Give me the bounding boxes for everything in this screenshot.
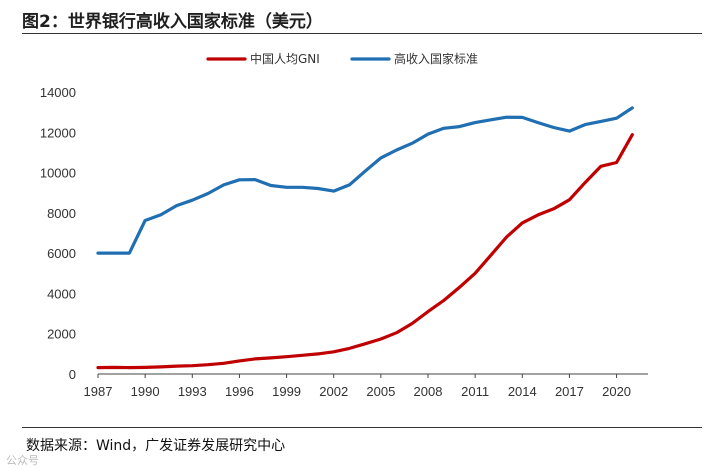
x-tick-label: 2011 [461, 384, 489, 399]
y-tick-label: 12000 [40, 125, 76, 140]
x-tick-label: 1987 [84, 384, 113, 399]
legend-label: 中国人均GNI [250, 51, 320, 66]
source-note: 数据来源：Wind，广发证券发展研究中心 [26, 438, 286, 454]
y-tick-label: 8000 [47, 206, 76, 221]
chart-title: 图2：世界银行高收入国家标准（美元） [22, 12, 323, 32]
y-tick-label: 10000 [40, 166, 76, 181]
watermark: 公众号 [6, 454, 39, 467]
y-axis: 0 2000 4000 6000 8000 10000 12000 14000 [40, 85, 76, 382]
series-layer [96, 106, 634, 370]
x-tick-label: 2008 [414, 384, 443, 399]
x-tick-label: 2005 [366, 384, 395, 399]
x-tick-label: 2002 [319, 384, 348, 399]
x-axis: 1987 1990 1993 1996 1999 2002 2005 2008 2011 2014… [84, 373, 648, 399]
y-tick-label: 0 [69, 367, 76, 382]
source-divider [22, 427, 702, 428]
series-line-china-gni [96, 133, 634, 370]
x-tick-label: 2014 [508, 384, 537, 399]
y-tick-label: 6000 [47, 246, 76, 261]
x-tick-label: 1999 [272, 384, 301, 399]
x-tick-label: 1996 [225, 384, 254, 399]
x-tick-label: 1993 [178, 384, 207, 399]
x-tick-label: 2017 [555, 384, 584, 399]
legend-label: 高收入国家标准 [394, 51, 478, 66]
y-tick-label: 4000 [47, 286, 76, 301]
x-tick-label: 2020 [602, 384, 631, 399]
title-divider [22, 33, 702, 34]
legend: 中国人均GNI 高收入国家标准 [206, 51, 478, 66]
y-tick-label: 2000 [47, 327, 76, 342]
series-line-high-income-threshold [96, 106, 634, 255]
y-tick-label: 14000 [40, 85, 76, 100]
x-tick-label: 1990 [131, 384, 160, 399]
